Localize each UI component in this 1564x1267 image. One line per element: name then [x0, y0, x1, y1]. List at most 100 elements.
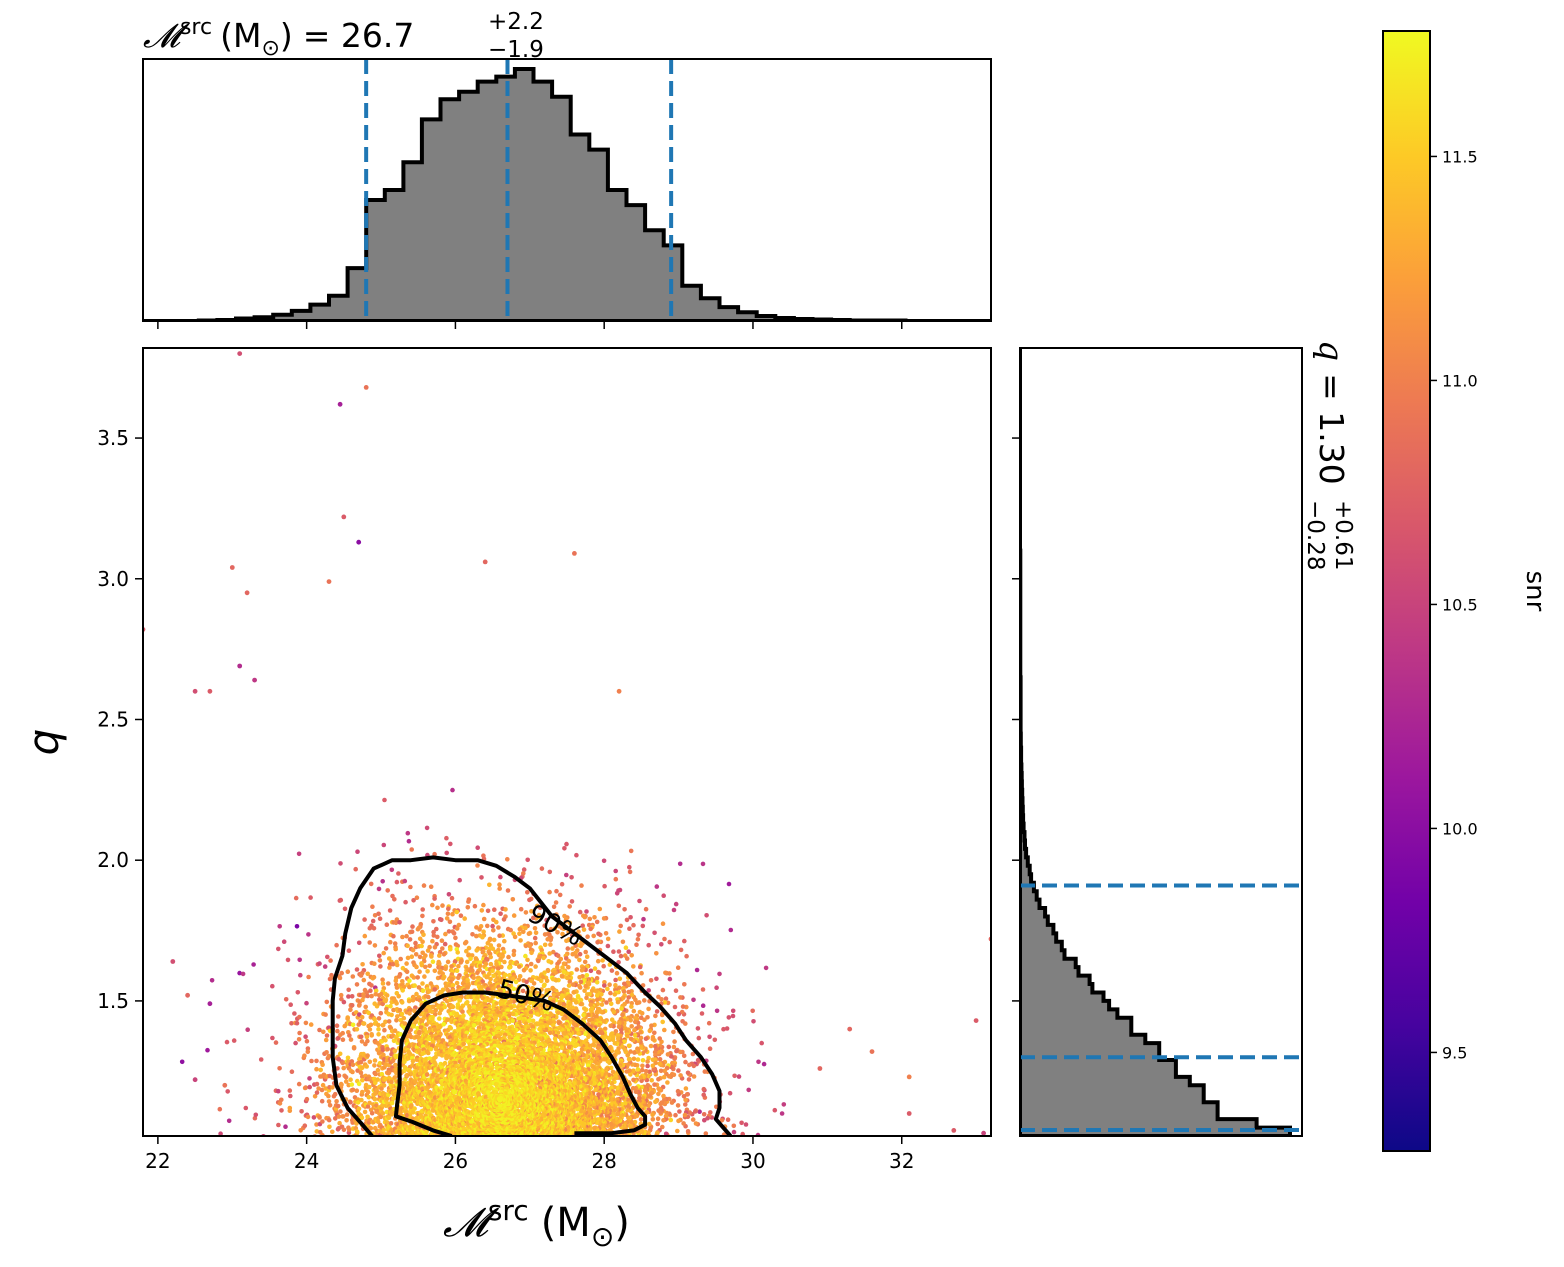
scatter-point [364, 990, 370, 995]
scatter-point [565, 946, 571, 951]
scatter-point [676, 1138, 681, 1143]
scatter-point [561, 1137, 566, 1142]
scatter-point [376, 1022, 381, 1028]
scatter-point [384, 1006, 389, 1012]
scatter-point [529, 909, 534, 914]
scatter-point [370, 918, 376, 924]
scatter-point [370, 904, 375, 909]
scatter-point [656, 1086, 661, 1091]
scatter-point [560, 931, 565, 937]
scatter-point [441, 1021, 447, 1027]
scatter-point [680, 1019, 685, 1024]
scatter-point [498, 911, 503, 916]
scatter-point [529, 950, 534, 956]
scatter-point [404, 961, 409, 966]
scatter-point [660, 987, 666, 993]
scatter-point [600, 958, 605, 963]
scatter-point [627, 869, 633, 875]
scatter-point [657, 1061, 662, 1067]
scatter-point [671, 1044, 677, 1050]
scatter-point [433, 1008, 439, 1013]
scatter-point [582, 1137, 587, 1142]
scatter-point [594, 1009, 600, 1015]
scatter-point [383, 1137, 388, 1142]
scatter-point [285, 957, 291, 963]
scatter-point [628, 848, 634, 854]
scatter-point [579, 1138, 584, 1143]
scatter-point [552, 926, 558, 931]
scatter-point [381, 1127, 387, 1133]
scatter-point [381, 950, 387, 956]
scatter-point [426, 994, 431, 1000]
scatter-point [480, 934, 485, 940]
scatter-point [616, 949, 622, 954]
scatter-point [656, 1108, 661, 1113]
scatter-point [679, 1138, 684, 1143]
scatter-point [434, 926, 439, 932]
scatter-point [299, 1109, 304, 1114]
scatter-point [324, 1050, 329, 1055]
scatter-point [413, 1137, 418, 1142]
scatter-point [380, 879, 386, 884]
scatter-point [564, 938, 569, 944]
top-marginal-histogram [143, 67, 991, 321]
scatter-point [662, 1000, 668, 1005]
scatter-point [681, 1121, 686, 1126]
scatter-points [143, 351, 991, 1144]
scatter-point [406, 838, 412, 844]
scatter-point [671, 907, 677, 913]
scatter-point [306, 932, 311, 937]
scatter-point [359, 1074, 365, 1079]
scatter-point [367, 925, 373, 931]
scatter-point [683, 1102, 688, 1107]
scatter-point [629, 1004, 634, 1009]
scatter-point [400, 988, 406, 993]
scatter-point [743, 1122, 749, 1127]
scatter-point [258, 1057, 264, 1062]
scatter-point [618, 953, 624, 959]
scatter-point [645, 1063, 650, 1069]
scatter-point [296, 1037, 302, 1042]
scatter-point [356, 1081, 362, 1087]
scatter-point [435, 934, 440, 940]
scatter-point [360, 1089, 365, 1095]
scatter-point [594, 1137, 599, 1142]
scatter-point [458, 913, 464, 918]
scatter-point [326, 1053, 332, 1059]
scatter-point [240, 971, 246, 977]
scatter-point [599, 1002, 605, 1007]
scatter-point [385, 888, 391, 893]
scatter-point [691, 997, 696, 1003]
scatter-point [584, 1138, 589, 1143]
scatter-point [656, 1077, 661, 1082]
scatter-point [338, 897, 344, 903]
scatter-point [683, 1097, 688, 1103]
scatter-point [663, 1131, 669, 1136]
scatter-point [307, 1084, 313, 1090]
scatter-point [652, 1043, 658, 1049]
scatter-point [480, 950, 486, 955]
scatter-point [645, 1015, 650, 1020]
scatter-point [645, 1083, 651, 1088]
scatter-point [605, 936, 611, 942]
scatter-point [561, 1139, 566, 1144]
scatter-point [634, 1000, 640, 1006]
scatter-point [632, 1032, 638, 1038]
scatter-point [346, 1127, 352, 1132]
scatter-point [367, 940, 373, 945]
scatter-point [405, 830, 411, 836]
scatter-point [577, 1137, 582, 1142]
scatter-point [348, 1007, 353, 1013]
scatter-point [386, 981, 391, 986]
scatter-point [345, 969, 351, 974]
scatter-point [393, 978, 399, 983]
scatter-point [417, 969, 422, 974]
scatter-point [383, 1038, 388, 1043]
scatter-point [343, 1079, 349, 1084]
scatter-point [495, 966, 501, 971]
scatter-point [562, 846, 567, 851]
scatter-point [617, 929, 622, 934]
scatter-point [682, 938, 687, 944]
scatter-point [330, 1085, 335, 1090]
scatter-point [358, 973, 364, 978]
